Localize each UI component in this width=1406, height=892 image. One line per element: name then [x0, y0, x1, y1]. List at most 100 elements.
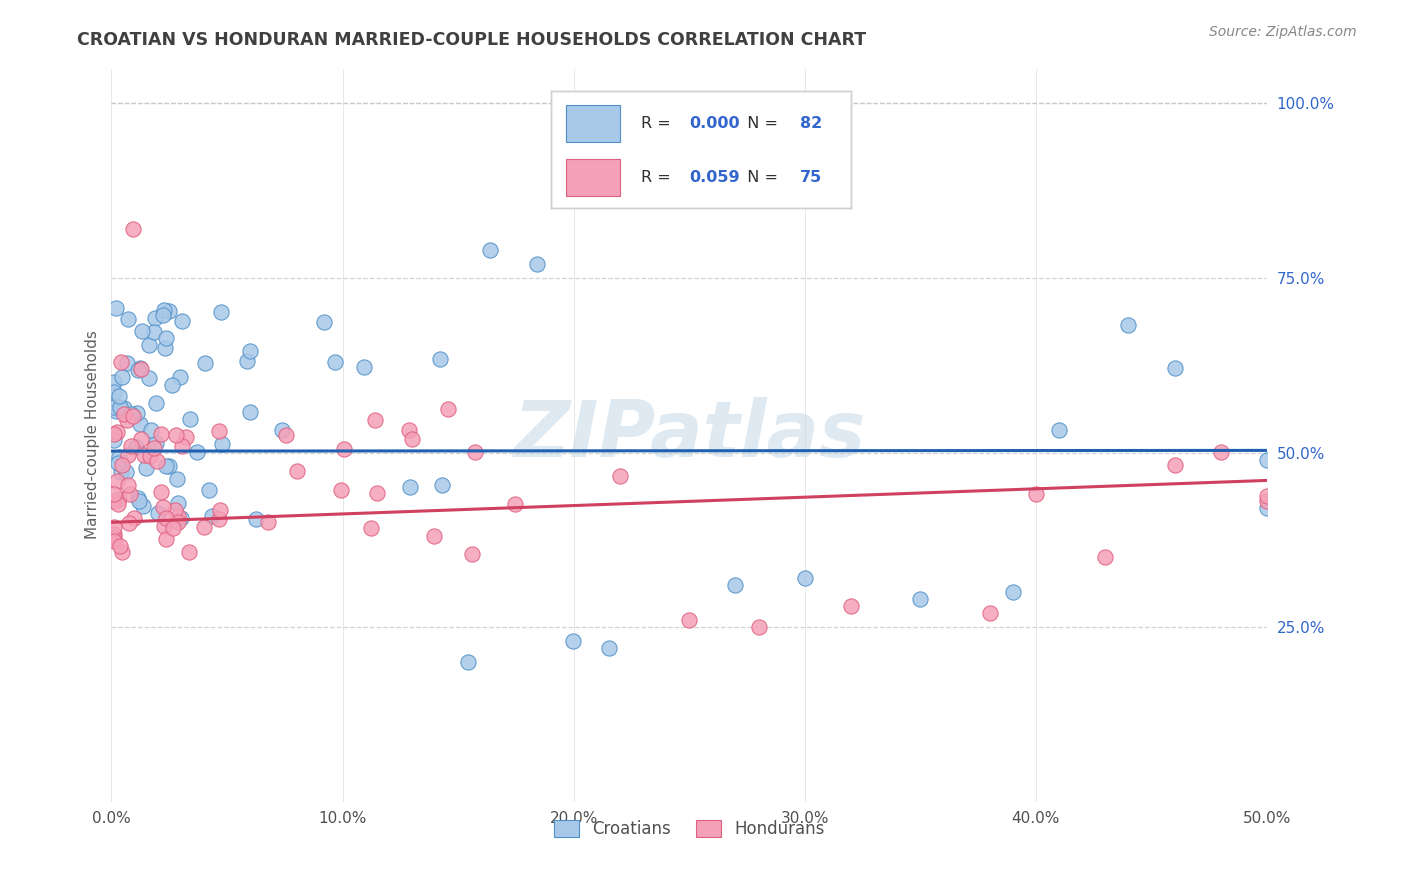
Point: [1163, 360, 1185, 375]
Point: [107, 497, 129, 511]
Text: ZIPatlas: ZIPatlas: [513, 397, 865, 473]
Point: [105, 404, 128, 418]
Point: [1047, 424, 1070, 438]
Point: [121, 222, 143, 236]
Point: [107, 456, 129, 470]
Point: [333, 442, 356, 457]
Point: [172, 314, 194, 328]
Point: [194, 356, 217, 370]
Point: [429, 352, 451, 367]
Point: [146, 454, 169, 468]
Point: [186, 445, 208, 459]
Point: [360, 521, 382, 535]
Point: [143, 325, 166, 339]
Point: [108, 388, 131, 402]
Point: [353, 360, 375, 375]
Point: [103, 400, 125, 414]
Point: [153, 519, 176, 533]
Point: [155, 511, 177, 525]
Point: [111, 369, 134, 384]
Point: [598, 640, 620, 655]
Point: [142, 441, 165, 455]
Point: [125, 406, 148, 420]
Point: [117, 311, 139, 326]
Point: [108, 450, 131, 464]
Point: [132, 448, 155, 462]
Point: [132, 499, 155, 513]
Point: [239, 343, 262, 358]
Point: [145, 310, 167, 325]
Point: [464, 445, 486, 459]
Point: [461, 547, 484, 561]
Point: [1256, 494, 1278, 508]
Point: [103, 434, 125, 448]
Point: [108, 402, 131, 417]
Point: [120, 407, 142, 421]
Point: [423, 529, 446, 543]
Point: [167, 496, 190, 510]
Point: [114, 407, 136, 421]
Point: [437, 402, 460, 417]
Point: [129, 361, 152, 376]
Point: [401, 432, 423, 446]
Point: [112, 401, 135, 415]
Point: [274, 427, 297, 442]
Point: [910, 592, 932, 607]
Point: [148, 506, 170, 520]
Point: [110, 355, 132, 369]
Point: [478, 243, 501, 257]
Point: [163, 503, 186, 517]
Point: [1118, 318, 1140, 332]
Point: [127, 363, 149, 377]
Point: [131, 324, 153, 338]
Point: [122, 409, 145, 424]
Point: [1094, 550, 1116, 565]
Point: [120, 439, 142, 453]
Point: [166, 472, 188, 486]
Point: [115, 413, 138, 427]
Point: [609, 468, 631, 483]
Point: [135, 460, 157, 475]
Point: [169, 510, 191, 524]
Point: [1256, 500, 1278, 515]
Point: [179, 411, 201, 425]
Point: [103, 385, 125, 400]
Point: [115, 356, 138, 370]
Point: [157, 304, 180, 318]
Point: [103, 494, 125, 508]
Point: [115, 465, 138, 479]
Point: [117, 448, 139, 462]
Point: [103, 376, 125, 390]
Point: [526, 257, 548, 271]
Y-axis label: Married-couple Households: Married-couple Households: [86, 331, 100, 540]
Point: [748, 620, 770, 634]
Point: [169, 370, 191, 384]
Point: [155, 532, 177, 546]
Point: [457, 655, 479, 669]
Point: [432, 478, 454, 492]
Point: [138, 338, 160, 352]
Point: [103, 486, 125, 500]
Point: [118, 516, 141, 530]
Point: [103, 531, 125, 545]
Point: [503, 497, 526, 511]
Point: [174, 430, 197, 444]
Point: [104, 301, 127, 315]
Point: [201, 508, 224, 523]
Point: [979, 606, 1001, 620]
Point: [103, 534, 125, 549]
Point: [211, 436, 233, 450]
Point: [364, 413, 387, 427]
Point: [793, 571, 815, 585]
Point: [1256, 453, 1278, 467]
Point: [105, 425, 128, 439]
Point: [108, 491, 131, 506]
Point: [145, 436, 167, 450]
Point: [562, 634, 585, 648]
Point: [157, 458, 180, 473]
Point: [208, 502, 231, 516]
Point: [193, 520, 215, 534]
Point: [1209, 445, 1232, 459]
Point: [149, 427, 172, 442]
Point: [398, 423, 420, 437]
